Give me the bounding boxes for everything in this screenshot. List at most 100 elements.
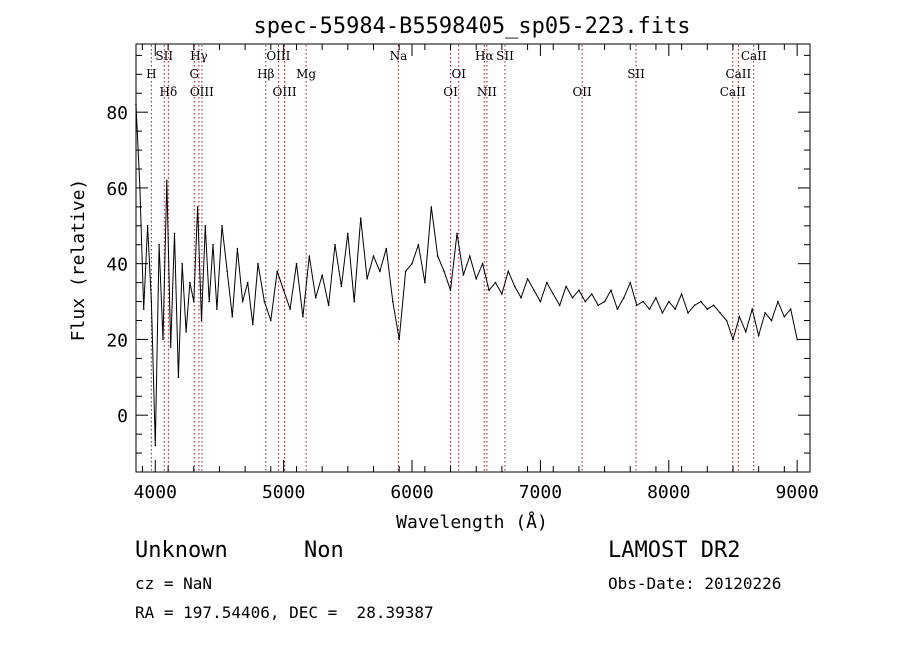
spectrum-point (308, 255, 311, 257)
spectrum-point (226, 270, 228, 273)
spectrum-point (146, 225, 149, 227)
spectrum-point (507, 270, 510, 273)
spectrum-point (462, 274, 465, 276)
spectrum-point (246, 281, 249, 284)
y-tick-label: 40 (106, 255, 128, 276)
spectrum-point (520, 297, 522, 299)
spectrum-point (623, 297, 625, 299)
line-label-caii: CaII (720, 85, 746, 99)
spectrum-point (449, 289, 452, 292)
spectrum-point (719, 312, 721, 314)
y-axis-label: Flux (relative) (68, 179, 89, 342)
x-tick-label: 4000 (134, 482, 177, 503)
spectrum-point (385, 247, 388, 250)
spectrum-point (629, 281, 632, 284)
spectrum-point (295, 262, 298, 265)
line-label-hα: Hα (475, 49, 494, 63)
spectrum-point (552, 293, 554, 295)
spectrum-point (321, 274, 324, 276)
spectrum-point (289, 308, 291, 310)
ra-dec-coordinates: RA = 197.54406, DEC = 28.39387 (135, 603, 434, 622)
line-label-oiii: OIII (190, 85, 214, 99)
spectrum-point (687, 312, 689, 314)
spectrum-point (359, 217, 362, 219)
y-tick-label: 60 (106, 179, 128, 200)
spectrum-point (282, 289, 285, 292)
spectrum-point (221, 225, 223, 227)
spectrum-point (591, 293, 593, 295)
spectrum-point (789, 308, 792, 310)
line-label-sii: SII (496, 49, 514, 63)
spectrum-point (680, 293, 683, 295)
spectrum-point (340, 285, 343, 288)
spectrum-point (150, 300, 153, 303)
x-tick-label: 7000 (519, 482, 562, 503)
spectrum-point (783, 315, 786, 318)
y-tick-label: 0 (117, 406, 128, 427)
spectrum-point (208, 300, 210, 303)
spectrum-point (276, 270, 279, 273)
spectrum-point (571, 297, 574, 299)
spectrum-point (648, 308, 651, 310)
chart-title: spec-55984-B5598405_sp05-223.fits (253, 14, 690, 39)
spectrum-point (257, 262, 259, 265)
spectrum-point (158, 243, 160, 246)
spectrum-point (411, 262, 413, 265)
spectrum-point (185, 331, 187, 333)
line-label-sii: SII (627, 67, 645, 81)
spectrum-point (546, 281, 548, 284)
spectrum-point (494, 281, 497, 284)
spectrum-point (436, 255, 439, 257)
spectrum-point (398, 338, 401, 341)
spectrum-point (424, 281, 426, 284)
spectrum-point (725, 319, 728, 322)
spectrum-line-flux (135, 104, 798, 446)
y-tick-label: 80 (106, 103, 128, 124)
emission-line-markers (150, 45, 755, 471)
spectrum-point (347, 232, 349, 235)
line-label-mg: Mg (296, 67, 316, 81)
line-label-caii: CaII (725, 67, 751, 81)
x-tick-label: 9000 (775, 482, 818, 503)
spectrum-point (712, 304, 715, 307)
x-tick-label: 8000 (647, 482, 690, 503)
spectrum-point (674, 308, 676, 310)
line-label-hδ: Hδ (160, 85, 178, 99)
object-subclass: Non (304, 538, 344, 563)
spectrum-point (558, 304, 561, 307)
spectrum-point (700, 300, 702, 303)
spectrum-point (578, 289, 580, 292)
spectrum-point (430, 206, 433, 208)
redshift-cz: cz = NaN (135, 574, 213, 593)
line-label-oii: OII (572, 85, 592, 99)
spectrum-point (475, 278, 478, 280)
spectrum-point (212, 243, 214, 246)
line-label-g: G (189, 67, 199, 81)
line-label-hβ: Hβ (257, 67, 274, 81)
spectrum-point (241, 300, 244, 303)
spectrum-point (796, 338, 798, 341)
spectrum-point (417, 243, 420, 246)
spectrum-point (539, 300, 542, 303)
spectrum-point (655, 297, 657, 299)
spectrum-point (610, 289, 612, 292)
spectrum-point (231, 315, 234, 318)
y-tick-label: 20 (106, 330, 128, 351)
spectrum-point (661, 312, 664, 314)
spectrum-point (501, 293, 503, 295)
line-label-hγ: Hγ (190, 49, 208, 63)
spectrum-point (200, 319, 203, 322)
axis-ticks: 4000 5000 6000 7000 8000 9000 0 20 40 60 80 (106, 44, 819, 503)
spectrum-point (533, 289, 535, 292)
spectrum-point (693, 304, 696, 307)
line-label-oi: OI (443, 85, 458, 99)
spectrum-point (392, 300, 394, 303)
spectrum-point (181, 262, 183, 265)
spectrum-point (770, 319, 773, 322)
spectrum-point (162, 338, 164, 341)
line-label-nii: NII (477, 85, 497, 99)
x-tick-label: 5000 (262, 482, 305, 503)
spectrum-point (738, 315, 741, 318)
line-label-oi: OI (451, 67, 466, 81)
spectrum-point (565, 285, 567, 288)
